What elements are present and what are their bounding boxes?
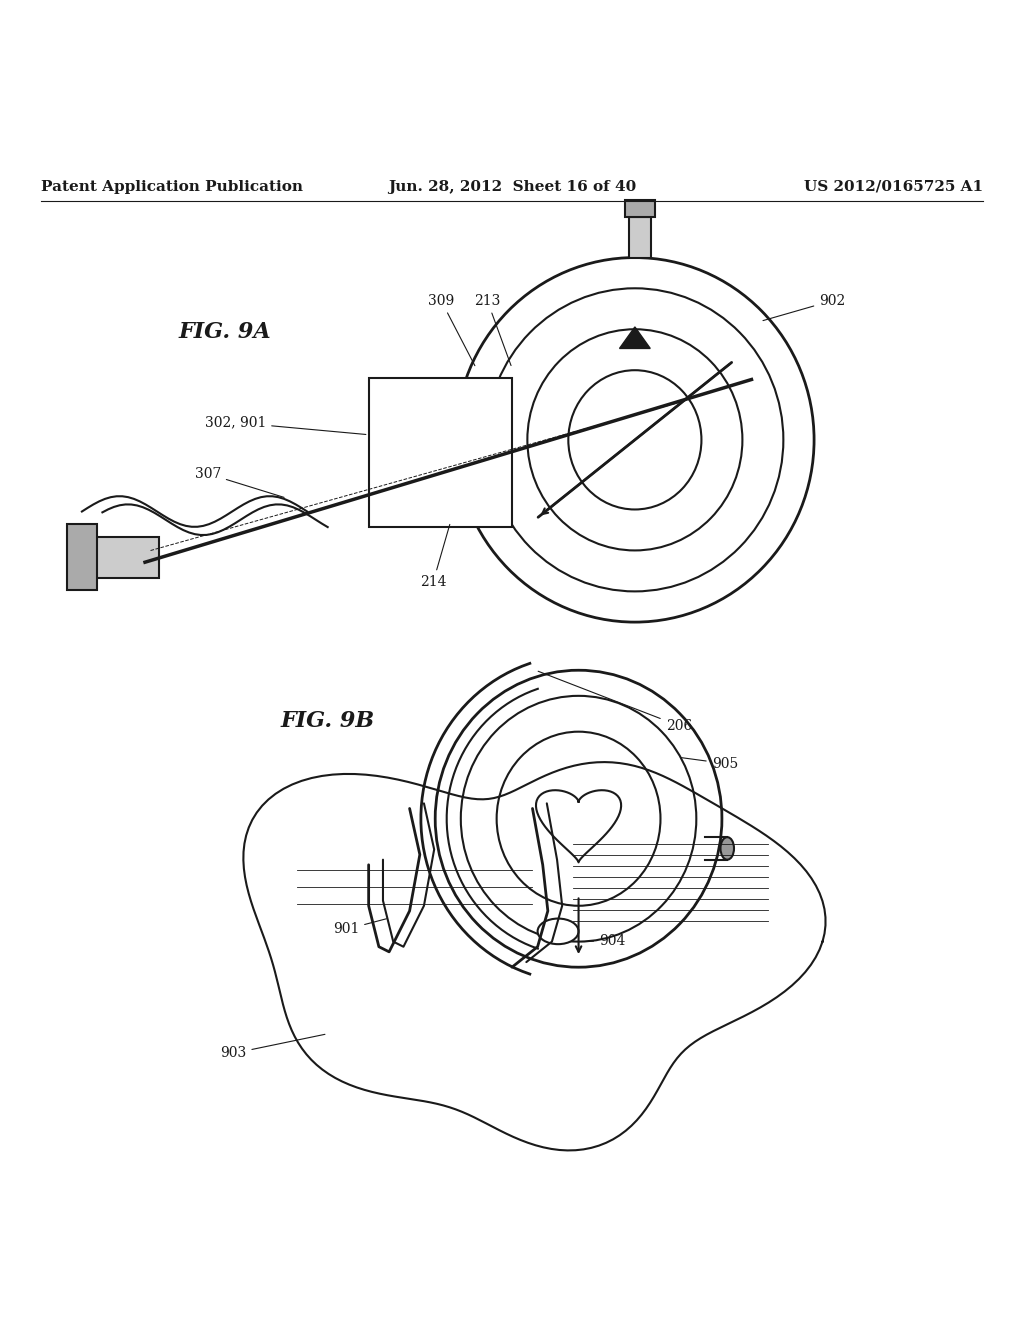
Text: 213: 213 <box>474 293 511 366</box>
Text: FIG. 9B: FIG. 9B <box>281 710 375 733</box>
Text: 309: 309 <box>428 293 475 366</box>
Text: Jun. 28, 2012  Sheet 16 of 40: Jun. 28, 2012 Sheet 16 of 40 <box>388 180 636 194</box>
Text: 903: 903 <box>220 1035 325 1060</box>
FancyBboxPatch shape <box>626 201 654 216</box>
Text: FIG. 9A: FIG. 9A <box>179 321 271 343</box>
Bar <box>369 379 512 527</box>
Ellipse shape <box>538 919 579 944</box>
Text: 901: 901 <box>333 919 386 936</box>
Bar <box>67 524 97 590</box>
Text: Patent Application Publication: Patent Application Publication <box>41 180 303 194</box>
Polygon shape <box>620 327 650 348</box>
Text: 905: 905 <box>681 756 738 771</box>
Bar <box>92 537 159 578</box>
Ellipse shape <box>721 837 734 859</box>
Text: 902: 902 <box>763 293 846 321</box>
Text: US 2012/0165725 A1: US 2012/0165725 A1 <box>804 180 983 194</box>
Text: 302, 901: 302, 901 <box>205 416 366 434</box>
Text: 214: 214 <box>420 524 450 589</box>
Text: 307: 307 <box>195 467 284 498</box>
Text: 904: 904 <box>582 933 626 948</box>
Text: 206: 206 <box>539 672 692 733</box>
FancyBboxPatch shape <box>629 216 651 257</box>
